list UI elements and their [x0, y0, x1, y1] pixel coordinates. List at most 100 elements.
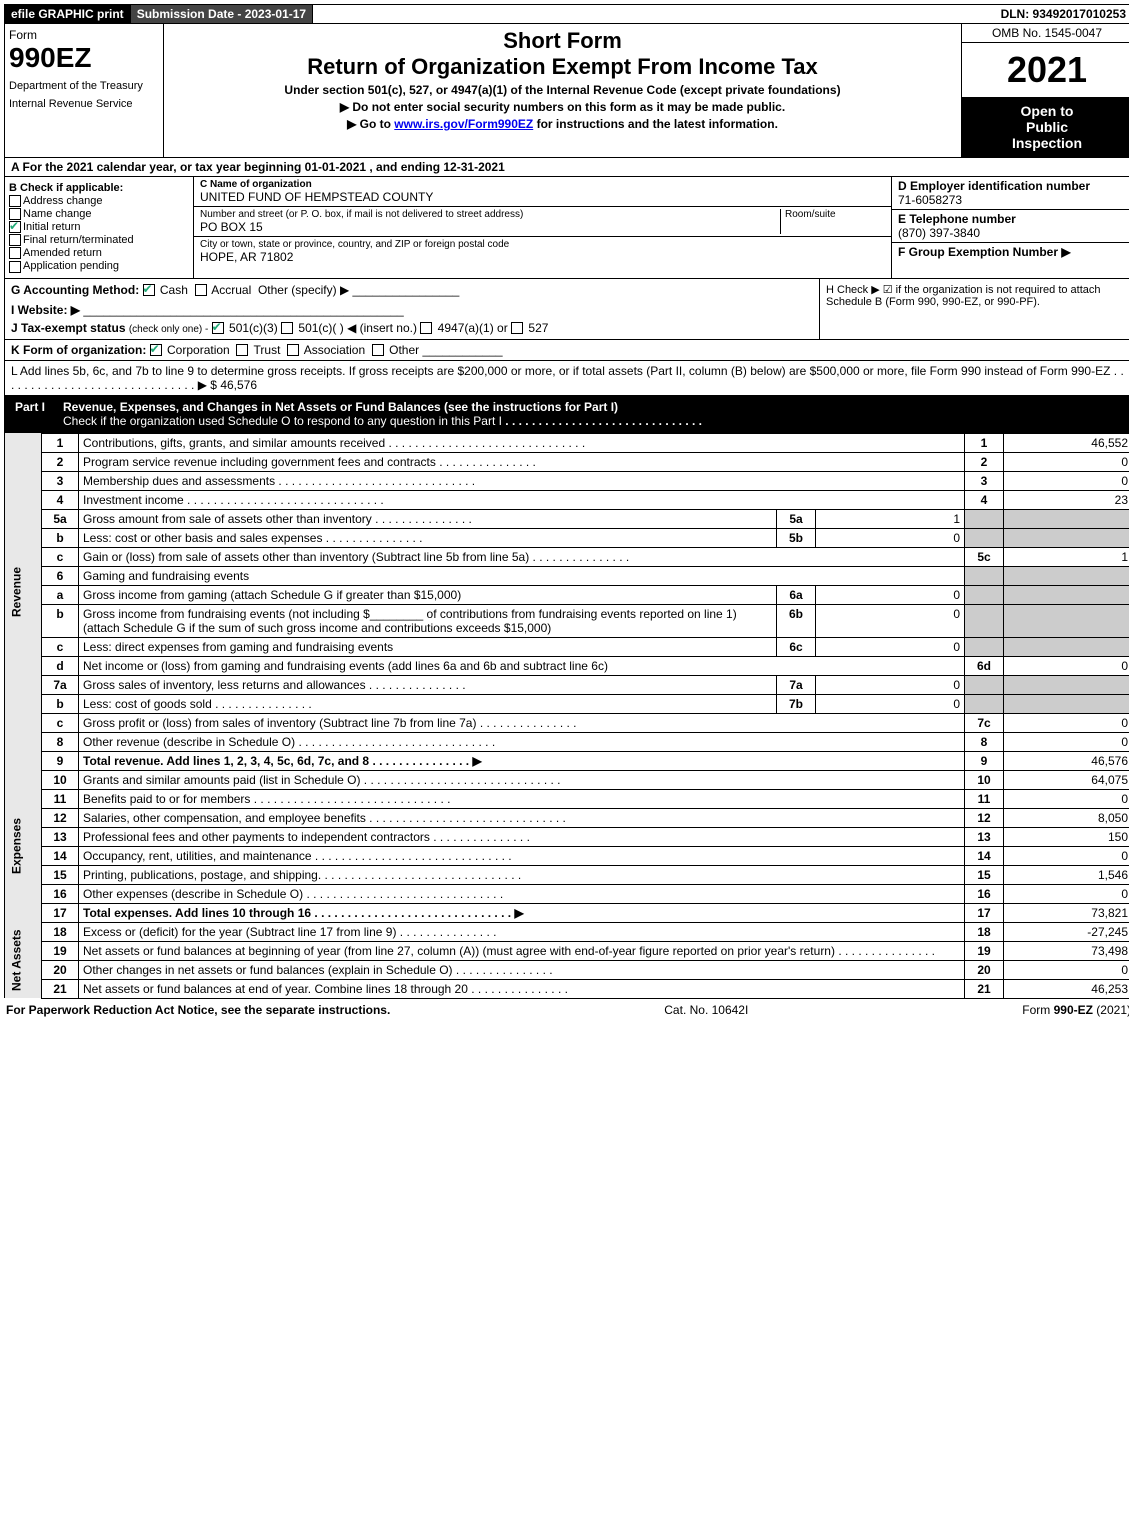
- dots-icon: [436, 455, 536, 469]
- sub-val: 0: [816, 604, 965, 637]
- j-note: (check only one) -: [129, 324, 208, 335]
- header-center: Short Form Return of Organization Exempt…: [164, 24, 961, 157]
- footer-left: For Paperwork Reduction Act Notice, see …: [6, 1003, 390, 1017]
- grey-cell: [965, 675, 1004, 694]
- line-val: 73,821: [1004, 903, 1129, 922]
- sub-val: 0: [816, 637, 965, 656]
- desc-text: Less: direct expenses from gaming and fu…: [83, 640, 393, 654]
- row-l: L Add lines 5b, 6c, and 7b to line 9 to …: [4, 361, 1129, 396]
- lineno: 2: [42, 452, 79, 471]
- desc-pre: Gross income from fundraising events (no…: [83, 607, 370, 621]
- line-val: 8,050: [1004, 808, 1129, 827]
- dots-icon: [835, 944, 935, 958]
- line-desc: Total expenses. Add lines 10 through 16 …: [79, 903, 965, 922]
- line-desc: Program service revenue including govern…: [79, 452, 965, 471]
- l-text: L Add lines 5b, 6c, and 7b to line 9 to …: [11, 364, 1110, 378]
- footer-right-post: (2021): [1093, 1003, 1129, 1017]
- g-accrual: Accrual: [211, 283, 251, 297]
- line-num: 5c: [965, 547, 1004, 566]
- line-num: 14: [965, 846, 1004, 865]
- col-b: B Check if applicable: Address change Na…: [5, 177, 194, 278]
- sub-label: 7b: [777, 694, 816, 713]
- lbl-name: Name change: [23, 208, 92, 220]
- dots-icon: [476, 716, 576, 730]
- checkbox-icon[interactable]: [9, 247, 21, 259]
- subtitle-ssn: ▶ Do not enter social security numbers o…: [168, 100, 957, 114]
- checkbox-icon[interactable]: [511, 322, 523, 334]
- lbl-final: Final return/terminated: [23, 234, 134, 246]
- lineno: 9: [42, 751, 79, 770]
- lineno: c: [42, 713, 79, 732]
- dots-icon: [212, 697, 312, 711]
- lineno: b: [42, 694, 79, 713]
- desc-text: Membership dues and assessments: [83, 474, 275, 488]
- line-val: 73,498: [1004, 941, 1129, 960]
- lineno: 12: [42, 808, 79, 827]
- col-def: D Employer identification number 71-6058…: [891, 177, 1129, 278]
- checkbox-icon[interactable]: [1110, 414, 1122, 426]
- form-number: 990EZ: [9, 42, 159, 74]
- c-street-label: Number and street (or P. O. box, if mail…: [200, 209, 780, 220]
- ein: 71-6058273: [898, 193, 1126, 207]
- checkbox-icon[interactable]: [195, 284, 207, 296]
- grey-cell: [965, 528, 1004, 547]
- dots-icon: [312, 849, 512, 863]
- lbl-amended: Amended return: [23, 247, 102, 259]
- lineno: 11: [42, 789, 79, 808]
- org-city: HOPE, AR 71802: [200, 250, 885, 264]
- dots-icon: [396, 925, 496, 939]
- checkbox-icon[interactable]: [236, 344, 248, 356]
- checkbox-icon[interactable]: [143, 284, 155, 296]
- dots-icon: [453, 963, 553, 977]
- line-val: 46,253: [1004, 979, 1129, 998]
- checkbox-icon[interactable]: [287, 344, 299, 356]
- g-other: Other (specify) ▶: [258, 283, 349, 297]
- i-label: I Website: ▶: [11, 303, 80, 317]
- lineno: 21: [42, 979, 79, 998]
- lineno: a: [42, 585, 79, 604]
- line-val: 1,546: [1004, 865, 1129, 884]
- line-val: 64,075: [1004, 770, 1129, 789]
- section-bcdef: B Check if applicable: Address change Na…: [4, 177, 1129, 278]
- checkbox-icon[interactable]: [9, 261, 21, 273]
- checkbox-icon[interactable]: [281, 322, 293, 334]
- checkbox-icon[interactable]: [9, 234, 21, 246]
- checkbox-icon[interactable]: [9, 195, 21, 207]
- lineno: 8: [42, 732, 79, 751]
- line-val: 1: [1004, 547, 1129, 566]
- line-desc: Grants and similar amounts paid (list in…: [79, 770, 965, 789]
- k-trust: Trust: [254, 343, 281, 357]
- checkbox-icon[interactable]: [420, 322, 432, 334]
- irs-link[interactable]: www.irs.gov/Form990EZ: [394, 117, 533, 131]
- line-desc: Excess or (deficit) for the year (Subtra…: [79, 922, 965, 941]
- line-desc: Gross sales of inventory, less returns a…: [79, 675, 777, 694]
- j-label: J Tax-exempt status: [11, 321, 126, 335]
- line-desc: Contributions, gifts, grants, and simila…: [79, 433, 965, 452]
- j-opt1: 501(c)(3): [229, 321, 278, 335]
- line-val: 23: [1004, 490, 1129, 509]
- lineno: 19: [42, 941, 79, 960]
- checkbox-icon[interactable]: [212, 322, 224, 334]
- line-desc: Net assets or fund balances at beginning…: [79, 941, 965, 960]
- line-num: 17: [965, 903, 1004, 922]
- desc-text: Other revenue (describe in Schedule O): [83, 735, 295, 749]
- checkbox-icon[interactable]: [372, 344, 384, 356]
- desc-text: Gain or (loss) from sale of assets other…: [83, 550, 529, 564]
- lineno: 18: [42, 922, 79, 941]
- grey-cell: [1004, 566, 1129, 585]
- c-city-label: City or town, state or province, country…: [200, 239, 885, 250]
- h-cell: H Check ▶ ☑ if the organization is not r…: [819, 279, 1129, 339]
- l-arrow: ▶ $: [198, 378, 217, 392]
- line-val: 0: [1004, 713, 1129, 732]
- checkbox-icon[interactable]: [9, 221, 21, 233]
- sub-label: 7a: [777, 675, 816, 694]
- open-public: Open to Public Inspection: [962, 97, 1129, 157]
- sub-val: 0: [816, 694, 965, 713]
- d-cell: D Employer identification number 71-6058…: [892, 177, 1129, 210]
- line-val: 0: [1004, 884, 1129, 903]
- checkbox-icon[interactable]: [150, 344, 162, 356]
- line-desc: Gross income from gaming (attach Schedul…: [79, 585, 777, 604]
- g-label: G Accounting Method:: [11, 283, 139, 297]
- desc-text: Gross amount from sale of assets other t…: [83, 512, 372, 526]
- sub-val: 0: [816, 675, 965, 694]
